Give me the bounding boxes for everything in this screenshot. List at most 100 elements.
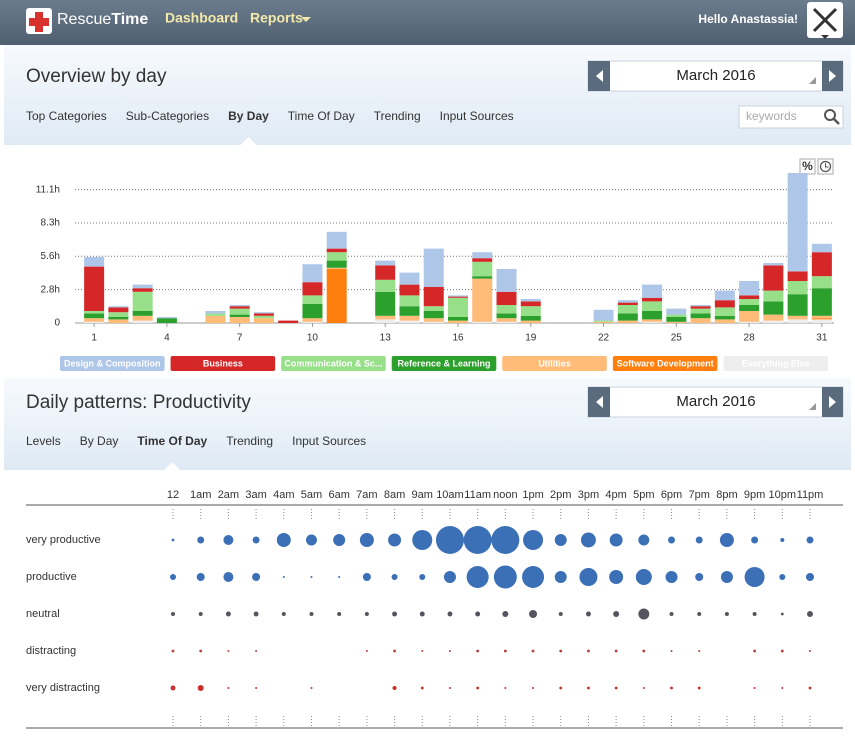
bubble xyxy=(223,572,234,582)
tab[interactable]: By Day xyxy=(228,109,269,123)
bar-segment xyxy=(787,281,808,295)
header-panel xyxy=(4,45,851,145)
nav-link[interactable]: Reports xyxy=(250,10,303,26)
legend-swatch[interactable] xyxy=(723,356,828,371)
bubble xyxy=(391,574,398,580)
tab[interactable]: Trending xyxy=(374,109,421,123)
bar-segment xyxy=(229,305,250,307)
bar-segment xyxy=(423,321,444,323)
legend-swatch[interactable] xyxy=(170,356,276,371)
bubble xyxy=(225,611,231,617)
legend-swatch[interactable] xyxy=(502,356,607,371)
bubble xyxy=(223,535,234,545)
bar-segment xyxy=(617,302,638,305)
tab[interactable]: Trending xyxy=(226,434,273,448)
bar-segment xyxy=(787,294,808,316)
bubble xyxy=(614,649,618,653)
bar-segment xyxy=(326,267,347,269)
bar-segment xyxy=(811,276,832,289)
bubble-chart: 12 1am 2am 3am 4am 5am 6am 7am 8am 9am 10am 11am noo… xyxy=(26,489,843,729)
legend-swatch[interactable] xyxy=(60,356,165,371)
tab[interactable]: Sub-Categories xyxy=(126,109,209,123)
bubble xyxy=(227,687,230,689)
bar-segment xyxy=(593,309,614,321)
bar-segment xyxy=(496,305,517,314)
bubble xyxy=(753,649,757,653)
month-picker[interactable]: March 2016 xyxy=(587,60,844,92)
bar-segment xyxy=(326,231,347,249)
logo[interactable]: RescueTime xyxy=(26,8,148,34)
tab[interactable]: Time Of Day xyxy=(137,434,207,448)
bubble xyxy=(392,686,397,690)
tab[interactable]: Levels xyxy=(26,434,61,448)
bar-segment xyxy=(811,252,832,277)
nav-link[interactable]: Dashboard xyxy=(165,10,238,26)
y-tick-label: 11.1h xyxy=(36,184,60,195)
legend-label: Software Development xyxy=(617,358,714,368)
tab[interactable]: Input Sources xyxy=(440,109,514,123)
bar-segment xyxy=(229,314,250,317)
bubble xyxy=(698,650,701,652)
bar-segment xyxy=(714,300,735,308)
legend-swatch[interactable] xyxy=(391,356,497,371)
bar-segment xyxy=(739,305,760,311)
hour-label: 7pm xyxy=(689,489,710,501)
legend-label: Business xyxy=(203,358,243,368)
bubble xyxy=(587,686,590,690)
bubble xyxy=(419,611,425,617)
tab[interactable]: Input Sources xyxy=(292,434,366,448)
bubble xyxy=(580,532,596,548)
bar-segment xyxy=(787,319,808,323)
bar-segment xyxy=(84,257,105,267)
bar-segment xyxy=(302,264,323,283)
bubble xyxy=(412,530,433,550)
hour-label: noon xyxy=(493,489,517,501)
bar-segment xyxy=(302,303,323,319)
bar-segment xyxy=(811,319,832,323)
tab[interactable]: Time Of Day xyxy=(288,109,355,123)
bubble xyxy=(476,649,480,653)
settings-button[interactable] xyxy=(807,2,843,39)
bubble xyxy=(670,686,673,690)
bar-segment xyxy=(399,306,420,316)
bar-segment xyxy=(229,308,250,315)
bar-segment xyxy=(763,314,784,321)
bar-segment xyxy=(448,297,468,317)
bar-segment xyxy=(375,291,396,316)
bubble xyxy=(697,612,702,616)
bubble xyxy=(281,612,286,616)
tab[interactable]: Top Categories xyxy=(26,109,107,123)
bar-segment xyxy=(253,313,274,316)
bar-segment xyxy=(811,318,832,320)
bubble xyxy=(338,576,341,578)
tab[interactable]: By Day xyxy=(80,434,119,448)
bar-segment xyxy=(253,315,274,319)
bubble xyxy=(282,576,285,578)
legend-label: Design & Composition xyxy=(64,358,161,368)
search-box[interactable]: keywords xyxy=(738,105,844,129)
bubble xyxy=(310,576,313,578)
bar-segment xyxy=(375,265,396,280)
bubble xyxy=(310,687,313,689)
bubble xyxy=(751,536,759,544)
bubble xyxy=(642,687,645,689)
bubble xyxy=(493,565,517,589)
month-picker[interactable]: March 2016 xyxy=(587,386,844,418)
bubble xyxy=(638,608,650,620)
bubble xyxy=(609,570,624,584)
brand: Rescue xyxy=(57,11,111,28)
bubble xyxy=(806,536,814,544)
x-tick-label: 1 xyxy=(91,333,97,344)
x-tick-label: 31 xyxy=(816,333,828,344)
bar-segment xyxy=(132,320,153,323)
bar-segment xyxy=(205,311,226,314)
bar-segment xyxy=(714,315,735,320)
bar-segment xyxy=(132,284,153,289)
bubble xyxy=(198,612,203,616)
legend-swatch[interactable] xyxy=(612,356,718,371)
bubble xyxy=(448,687,451,689)
bubble xyxy=(171,538,175,542)
bar-segment xyxy=(84,321,105,323)
legend-swatch[interactable] xyxy=(281,356,386,371)
section-title: Overview by day xyxy=(26,66,167,87)
